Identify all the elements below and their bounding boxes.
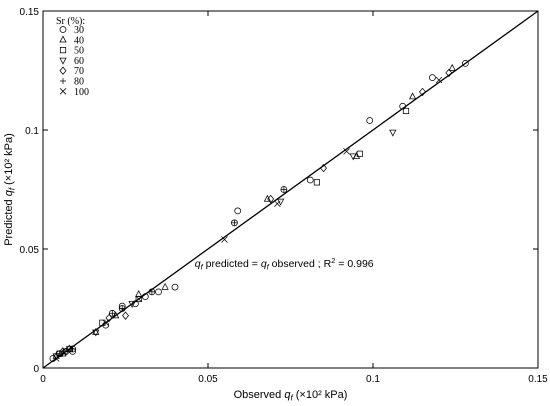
y-tick-label: 0.15	[20, 7, 40, 18]
y-tick-label: 0.1	[25, 126, 39, 137]
legend-label-30: 30	[74, 25, 84, 36]
legend-marker-70	[59, 66, 67, 75]
point-sr-30	[141, 293, 149, 300]
plot-frame	[42, 10, 539, 369]
point-sr-100	[52, 355, 60, 362]
point-sr-80	[231, 219, 238, 227]
point-sr-40	[161, 282, 169, 290]
legend-marker-80	[60, 78, 66, 84]
point-sr-50	[402, 107, 410, 115]
point-sr-30	[462, 59, 469, 67]
legend-label-70: 70	[74, 66, 84, 77]
ylabel-sub: f	[8, 187, 17, 190]
x-tick-label: 0.15	[528, 374, 548, 385]
tick-labels: 0 0.05 0.1 0.15 0 0.05 0.1 0.15	[20, 7, 549, 385]
point-sr-30	[306, 176, 314, 184]
point-sr-80	[69, 345, 77, 353]
xlabel-suffix: (×10² kPa)	[293, 389, 348, 401]
x-axis-title: Observed qf (×10² kPa)	[234, 389, 348, 403]
y-tick-label: 0	[33, 364, 39, 375]
ylabel-var: q	[3, 189, 15, 196]
legend-marker-100	[59, 88, 67, 95]
anno-var2: q	[261, 258, 267, 270]
point-sr-60	[349, 153, 357, 161]
anno-tail: observed ; R	[269, 258, 332, 270]
point-sr-100	[102, 319, 109, 327]
legend-label-60: 60	[74, 56, 84, 67]
point-sr-70	[419, 87, 426, 97]
point-sr-50	[313, 179, 320, 186]
anno-var1: q	[195, 258, 201, 270]
legend-label-80: 80	[74, 77, 84, 88]
point-sr-60	[276, 198, 285, 206]
legend-title: Sr (%):	[56, 16, 85, 27]
point-sr-100	[343, 148, 350, 155]
point-sr-100	[135, 295, 142, 303]
ylabel-prefix: Predicted	[3, 196, 15, 246]
point-sr-100	[274, 200, 281, 208]
xlabel-sub: f	[290, 394, 293, 403]
anno-sub2: f	[267, 262, 270, 271]
fit-line	[42, 10, 539, 369]
point-sr-100	[221, 236, 228, 243]
point-sr-70	[320, 163, 327, 173]
legend-marker-30	[59, 26, 67, 33]
y-axis-title: Predicted qf (×10² kPa)	[3, 133, 17, 246]
point-sr-80	[280, 186, 288, 193]
xlabel-var: q	[284, 389, 291, 401]
point-sr-80	[56, 350, 63, 358]
point-sr-30	[171, 283, 179, 291]
point-sr-40	[448, 63, 456, 71]
x-tick-label: 0	[40, 374, 46, 385]
point-sr-70	[65, 344, 73, 354]
fit-annotation: qf predicted = qf observed ; R2 = 0.996	[195, 256, 374, 272]
anno-sub1: f	[201, 262, 204, 271]
point-sr-100	[435, 76, 443, 84]
point-sr-80	[148, 288, 156, 296]
xlabel-prefix: Observed	[234, 389, 285, 401]
point-sr-70	[59, 347, 67, 356]
point-sr-80	[108, 309, 116, 317]
legend-marker-50	[59, 47, 67, 54]
point-sr-40	[111, 311, 120, 319]
ylabel-suffix: (×10² kPa)	[3, 133, 15, 188]
point-sr-60	[128, 301, 136, 308]
point-sr-70	[267, 194, 275, 204]
point-sr-30	[399, 102, 407, 110]
anno-mid: predicted =	[203, 258, 261, 270]
x-tick-label: 0.05	[198, 374, 218, 385]
anno-sup: 2	[331, 256, 335, 265]
point-sr-30	[155, 288, 162, 296]
point-sr-30	[132, 300, 139, 308]
legend-label-100: 100	[74, 87, 89, 98]
x-tick-label: 0.1	[366, 374, 380, 385]
point-sr-70	[105, 313, 113, 323]
point-sr-40	[408, 92, 417, 100]
data-points	[49, 59, 469, 362]
point-sr-50	[135, 295, 142, 303]
point-sr-40	[263, 194, 272, 202]
point-sr-40	[135, 289, 143, 297]
point-sr-40	[92, 328, 100, 335]
point-sr-60	[92, 329, 100, 337]
point-sr-50	[356, 150, 363, 157]
y-tick-label: 0.05	[20, 245, 40, 256]
point-sr-30	[366, 117, 374, 124]
anno-end: = 0.996	[335, 258, 373, 270]
point-sr-30	[234, 207, 242, 215]
point-sr-60	[389, 129, 397, 137]
point-sr-80	[118, 305, 126, 312]
legend-label-50: 50	[74, 46, 84, 57]
point-sr-70	[445, 68, 453, 78]
legend-marker-60	[59, 57, 67, 65]
legend-label-40: 40	[74, 35, 84, 46]
point-sr-70	[122, 311, 129, 320]
point-sr-50	[99, 319, 106, 326]
legend-marker-40	[59, 35, 67, 43]
point-sr-30	[429, 74, 436, 82]
